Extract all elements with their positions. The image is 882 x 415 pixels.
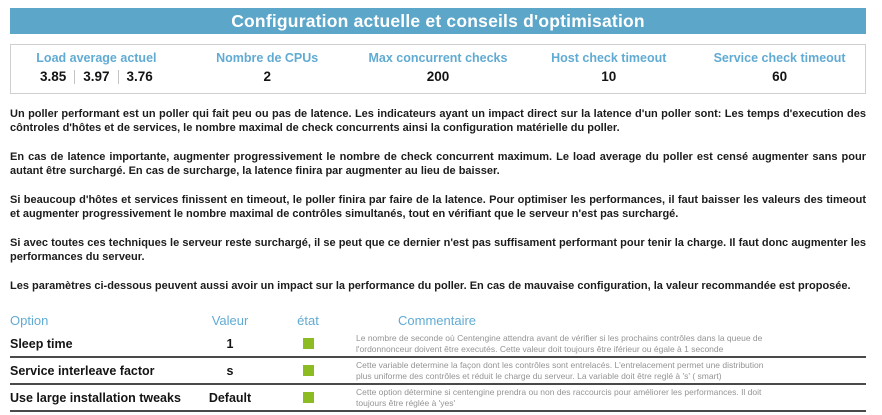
info-paragraph-increase-checks: En cas de latence importante, augmenter …	[10, 151, 866, 177]
option-value: Default	[208, 390, 252, 405]
page-title: Configuration actuelle et conseils d'opt…	[10, 8, 866, 34]
column-header-valeur: Valeur	[211, 313, 249, 328]
option-state	[260, 338, 356, 349]
stat-label: Max concurrent checks	[368, 51, 508, 65]
column-header-commentaire: Commentaire	[398, 313, 477, 328]
load-average-1min: 3.85	[39, 69, 67, 84]
stat-host-check-timeout: Host check timeout 10	[523, 51, 694, 86]
stat-load-average: Load average actuel 3.85 3.97 3.76	[11, 51, 182, 86]
stat-value: 2	[263, 69, 271, 84]
stat-label: Service check timeout	[713, 51, 846, 65]
option-value: 1	[226, 336, 234, 351]
option-state	[260, 392, 356, 403]
stat-value-load-average: 3.85 3.97 3.76	[40, 69, 153, 84]
table-row-sleep-time: Sleep time 1 Le nombre de seconde où Cen…	[10, 331, 866, 358]
stat-cpu-count: Nombre de CPUs 2	[182, 51, 353, 86]
column-header-option: Option	[10, 313, 49, 328]
stat-label: Host check timeout	[551, 51, 667, 65]
stat-value: 200	[426, 69, 450, 84]
column-header-etat: état	[297, 313, 319, 328]
info-paragraph-timeouts: Si beaucoup d'hôtes et services finissen…	[10, 194, 866, 220]
current-configuration-summary: Load average actuel 3.85 3.97 3.76 Nombr…	[10, 44, 866, 94]
options-table: Option Valeur état Commentaire Sleep tim…	[10, 313, 866, 415]
status-ok-icon	[302, 392, 314, 403]
option-comment: Cette variable determine la façon dont l…	[356, 360, 764, 381]
info-paragraph-latency-indicators: Un poller performant est un poller qui f…	[10, 108, 866, 134]
value-divider	[117, 69, 119, 84]
option-name: Sleep time	[10, 336, 73, 351]
option-value: s	[226, 363, 234, 378]
option-comment: Le nombre de seconde où Centengine atten…	[356, 333, 763, 354]
stat-value: 10	[601, 69, 617, 84]
stat-value: 60	[772, 69, 788, 84]
stat-label: Nombre de CPUs	[216, 51, 319, 65]
table-row-service-interleave-factor: Service interleave factor s Cette variab…	[10, 358, 866, 385]
info-paragraph-parameters-below: Les paramètres ci-dessous peuvent aussi …	[10, 280, 851, 292]
option-name: Use large installation tweaks	[10, 390, 181, 405]
load-average-5min: 3.97	[83, 69, 110, 84]
value-divider	[74, 69, 76, 84]
info-paragraph-server-capacity: Si avec toutes ces techniques le serveur…	[10, 237, 866, 263]
options-table-header: Option Valeur état Commentaire	[10, 313, 866, 331]
status-ok-icon	[302, 365, 314, 376]
status-ok-icon	[302, 338, 314, 349]
option-comment: Cette option détermine si centengine pre…	[356, 387, 762, 408]
table-row-use-large-installation-tweaks: Use large installation tweaks Default Ce…	[10, 385, 866, 412]
load-average-15min: 3.76	[126, 69, 153, 84]
stat-service-check-timeout: Service check timeout 60	[694, 51, 865, 86]
stat-max-concurrent-checks: Max concurrent checks 200	[353, 51, 524, 86]
stat-label: Load average actuel	[36, 51, 157, 65]
option-name: Service interleave factor	[10, 363, 155, 378]
option-state	[260, 365, 356, 376]
